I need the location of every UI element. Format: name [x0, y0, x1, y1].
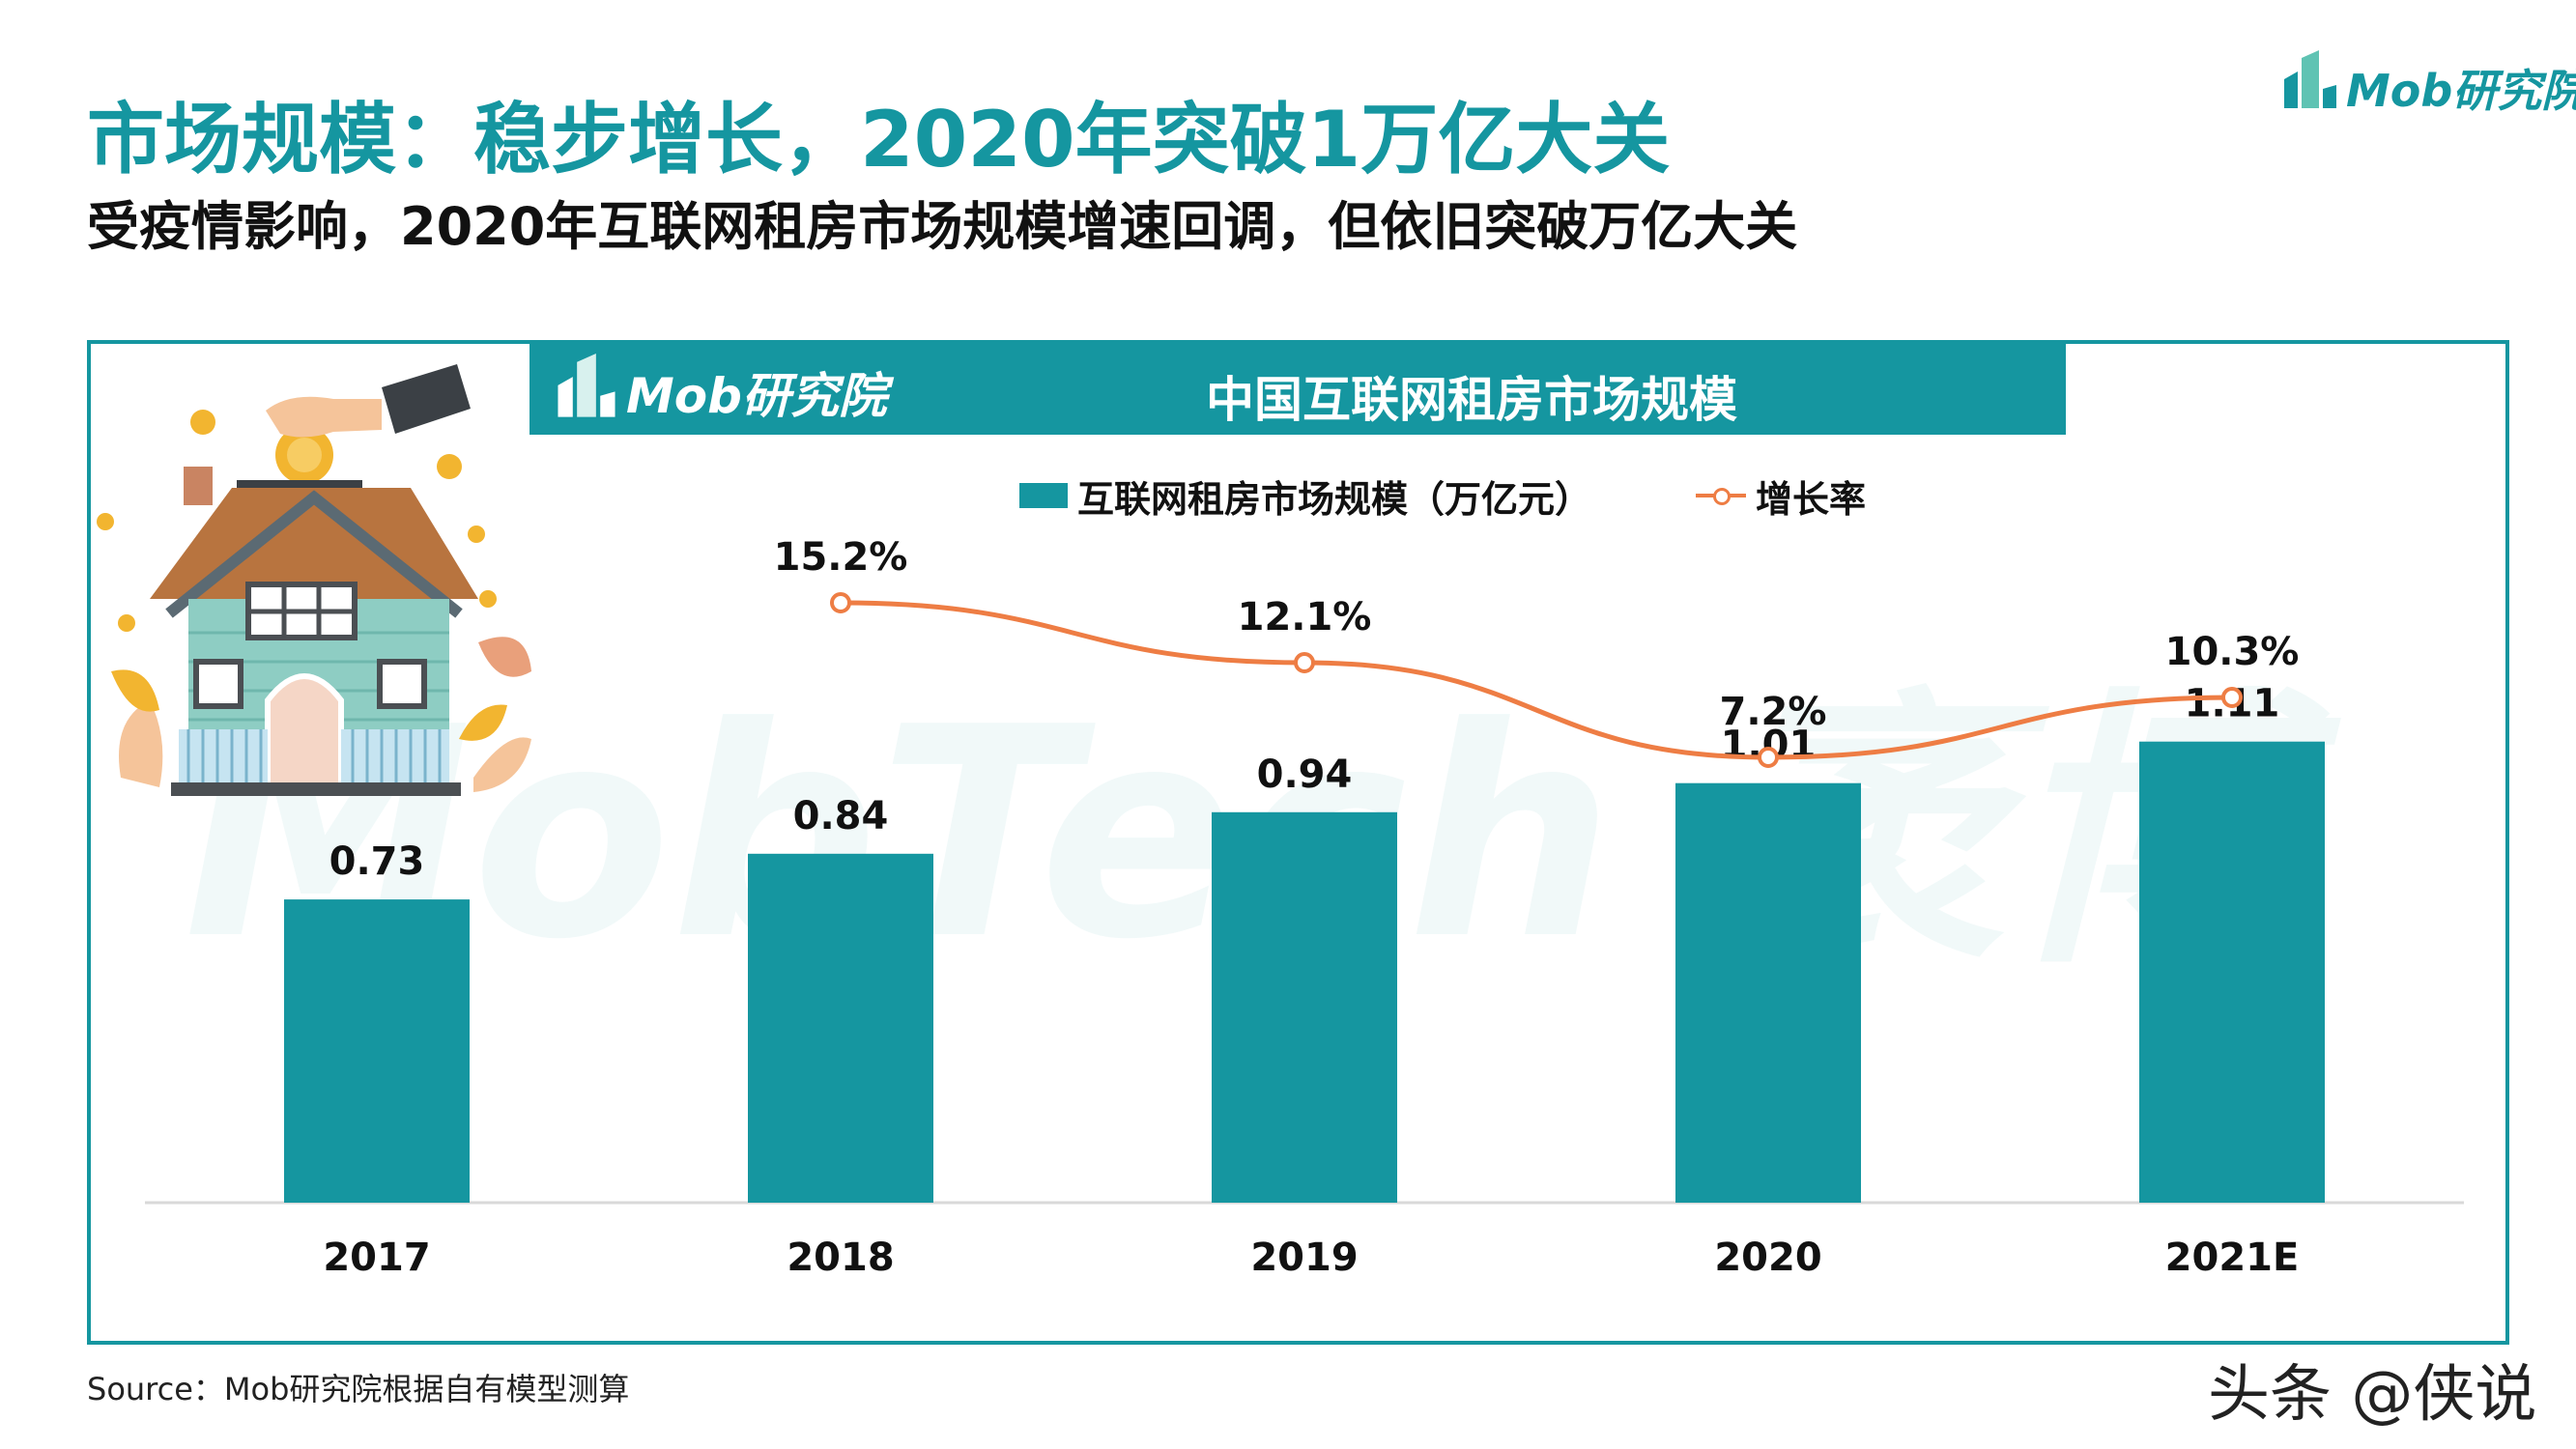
banner-brand: Mob研究院	[626, 368, 887, 424]
growth-rate-label: 12.1%	[1238, 595, 1372, 639]
brand-logo: Mob研究院	[2280, 48, 2576, 117]
brand-name: Mob研究院	[2346, 65, 2576, 117]
bar-2018	[748, 853, 933, 1203]
growth-point-2021E	[2221, 687, 2243, 708]
growth-rate-label: 7.2%	[1720, 690, 1827, 734]
hand-icon	[266, 364, 471, 438]
chart-title: 中国互联网租房市场规模	[1206, 372, 1737, 428]
bar-value-label: 0.94	[1257, 753, 1353, 797]
growth-rate-line	[840, 600, 2233, 760]
source-note: Source：Mob研究院根据自有模型测算	[87, 1371, 630, 1407]
bar-value-label: 0.73	[329, 839, 425, 884]
x-tick-label: 2018	[787, 1236, 894, 1280]
legend-item-line: 增长率	[1696, 471, 1867, 521]
x-tick-label: 2019	[1250, 1236, 1358, 1280]
growth-rate-label: 10.3%	[2165, 630, 2300, 674]
house-illustration	[97, 364, 531, 796]
coin-icon	[97, 410, 497, 632]
page-title: 市场规模：稳步增长，2020年突破1万亿大关	[87, 95, 1671, 185]
x-tick-label: 2020	[1714, 1236, 1821, 1280]
x-tick-label: 2017	[323, 1236, 430, 1280]
bar-2021E	[2139, 741, 2325, 1203]
growth-rate-label: 15.2%	[774, 535, 908, 580]
growth-point-2018	[830, 592, 851, 613]
growth-point-2019	[1294, 652, 1315, 673]
bar-value-label: 0.84	[793, 794, 889, 838]
bar-2020	[1675, 782, 1861, 1203]
legend-bar-swatch	[1019, 483, 1068, 508]
legend-item-bar: 互联网租房市场规模（万亿元）	[1019, 471, 1592, 521]
credit-watermark: 头条 @侠说	[2208, 1359, 2537, 1431]
page-subtitle: 受疫情影响，2020年互联网租房市场规模增速回调，但依旧突破万亿大关	[87, 196, 1798, 257]
legend-line-swatch	[1696, 483, 1746, 508]
bar-2017	[284, 899, 470, 1203]
bar-2019	[1212, 811, 1397, 1203]
x-tick-label: 2021E	[2165, 1236, 2300, 1280]
growth-point-2020	[1758, 747, 1779, 768]
chart-banner: Mob研究院 中国互联网租房市场规模	[530, 340, 2066, 435]
leaf-icon	[111, 637, 531, 792]
legend-label-bar: 互联网租房市场规模（万亿元）	[1077, 477, 1592, 521]
banner-logo-icon	[558, 354, 615, 417]
building-icon	[2284, 50, 2336, 108]
legend-label-line: 增长率	[1756, 477, 1867, 521]
